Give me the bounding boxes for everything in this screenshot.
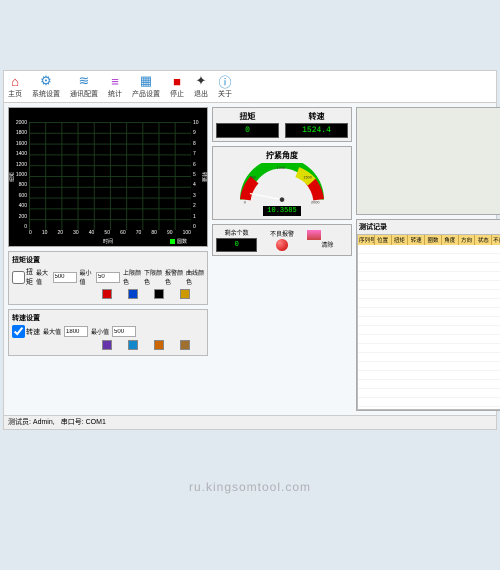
speed-min-input[interactable] — [112, 326, 136, 337]
comm-button[interactable]: ≋通讯配置 — [70, 74, 98, 99]
speed-label: 转速 — [285, 111, 348, 122]
chart-legend: 圆数 — [170, 238, 187, 245]
stats-icon: ≡ — [108, 74, 122, 88]
toolbar: ⌂主页 ⚙系统设置 ≋通讯配置 ≡统计 ▦产品设置 ■停止 ✦退出 ⓘ关于 — [4, 71, 496, 103]
home-icon: ⌂ — [8, 74, 22, 88]
torque-min-input[interactable] — [96, 272, 120, 283]
column-header[interactable]: 位置 — [375, 235, 392, 245]
exit-icon: ✦ — [194, 74, 208, 88]
torque-label: 扭矩 — [216, 111, 279, 122]
column-header[interactable]: 转速 — [408, 235, 425, 245]
max-label: 最大值 — [36, 268, 50, 286]
color-swatch[interactable] — [102, 289, 112, 299]
torque-max-input[interactable] — [53, 272, 77, 283]
watermark: ru.kingsomtool.com — [189, 480, 311, 494]
alarm-label: 不良报警 — [261, 229, 302, 238]
stop-icon: ■ — [170, 74, 184, 88]
records-table[interactable]: 序列号位置扭矩转速圈数角度方向状态不良报警测试时间 — [357, 234, 500, 410]
column-header[interactable]: 方向 — [459, 235, 476, 245]
color-swatch[interactable] — [154, 289, 164, 299]
chart-xlabel: 时间 — [103, 238, 113, 245]
remain-label: 剩余个数 — [216, 228, 257, 237]
gauge-title: 拧紧角度 — [216, 150, 348, 161]
info-icon: ⓘ — [218, 74, 232, 88]
alarm-led-icon — [276, 239, 288, 251]
alarm-panel: 剩余个数 0 不良报警 清除 — [212, 224, 352, 256]
info-button[interactable]: ⓘ关于 — [218, 74, 232, 99]
gear-button[interactable]: ⚙系统设置 — [32, 74, 60, 99]
svg-text:0: 0 — [244, 200, 246, 204]
eraser-icon — [307, 230, 321, 240]
column-header[interactable]: 圈数 — [425, 235, 442, 245]
clear-button[interactable]: 清除 — [307, 230, 348, 250]
comm-icon: ≋ — [77, 74, 91, 88]
color-swatch[interactable] — [180, 289, 190, 299]
torque-value: 0 — [216, 123, 279, 138]
color-swatch[interactable] — [102, 340, 112, 350]
column-header[interactable]: 状态 — [475, 235, 492, 245]
product-button[interactable]: ▦产品设置 — [132, 74, 160, 99]
stats-button[interactable]: ≡统计 — [108, 74, 122, 99]
color-swatch[interactable] — [180, 340, 190, 350]
speed-settings-panel: 转速设置 转速 最大值 最小值 — [8, 309, 208, 356]
product-icon: ▦ — [139, 74, 153, 88]
home-button[interactable]: ⌂主页 — [8, 74, 22, 99]
preview-pane — [356, 107, 500, 215]
torque-settings-title: 扭矩设置 — [12, 255, 204, 265]
color-swatch[interactable] — [128, 340, 138, 350]
column-header[interactable]: 不良报警 — [492, 235, 500, 245]
svg-text:2000: 2000 — [311, 200, 319, 204]
exit-button[interactable]: ✦退出 — [194, 74, 208, 99]
gauge-value: 10.3585 — [263, 206, 300, 216]
speed-value: 1524.4 — [285, 123, 348, 138]
torque-checkbox[interactable]: 扭矩 — [12, 267, 33, 287]
svg-text:1500: 1500 — [303, 175, 311, 179]
speed-max-input[interactable] — [64, 326, 88, 337]
speed-checkbox[interactable]: 转速 — [12, 325, 40, 338]
svg-text:1000: 1000 — [277, 166, 285, 170]
chart-ylabel2: 转速 — [200, 172, 207, 182]
svg-text:500: 500 — [250, 175, 256, 179]
remain-value: 0 — [216, 238, 257, 252]
min-label: 最小值 — [80, 268, 94, 286]
chart-ylabel: 扭矩 — [9, 172, 16, 182]
readout-panel: 扭矩 0 转速 1524.4 — [212, 107, 352, 142]
color-swatch[interactable] — [154, 340, 164, 350]
angle-gauge: 0 500 1000 1500 2000 — [216, 163, 348, 205]
records-title: 测试记录 — [357, 220, 500, 234]
column-header[interactable]: 角度 — [442, 235, 459, 245]
speed-settings-title: 转速设置 — [12, 313, 204, 323]
torque-chart: 2000180016001400120010008006004002000 10… — [8, 107, 208, 247]
angle-gauge-panel: 拧紧角度 0 500 1000 1500 2000 — [212, 146, 352, 220]
color-swatch[interactable] — [128, 289, 138, 299]
gear-icon: ⚙ — [39, 74, 53, 88]
column-header[interactable]: 序列号 — [358, 235, 375, 245]
stop-button[interactable]: ■停止 — [170, 74, 184, 99]
torque-settings-panel: 扭矩设置 扭矩 最大值 最小值 上限颜色 下限颜色 报警颜色 曲线颜色 — [8, 251, 208, 305]
status-bar: 测试员: Admin, 串口号: COM1 — [4, 415, 496, 429]
records-panel: 测试记录 序列号位置扭矩转速圈数角度方向状态不良报警测试时间 — [356, 219, 500, 411]
column-header[interactable]: 扭矩 — [392, 235, 409, 245]
